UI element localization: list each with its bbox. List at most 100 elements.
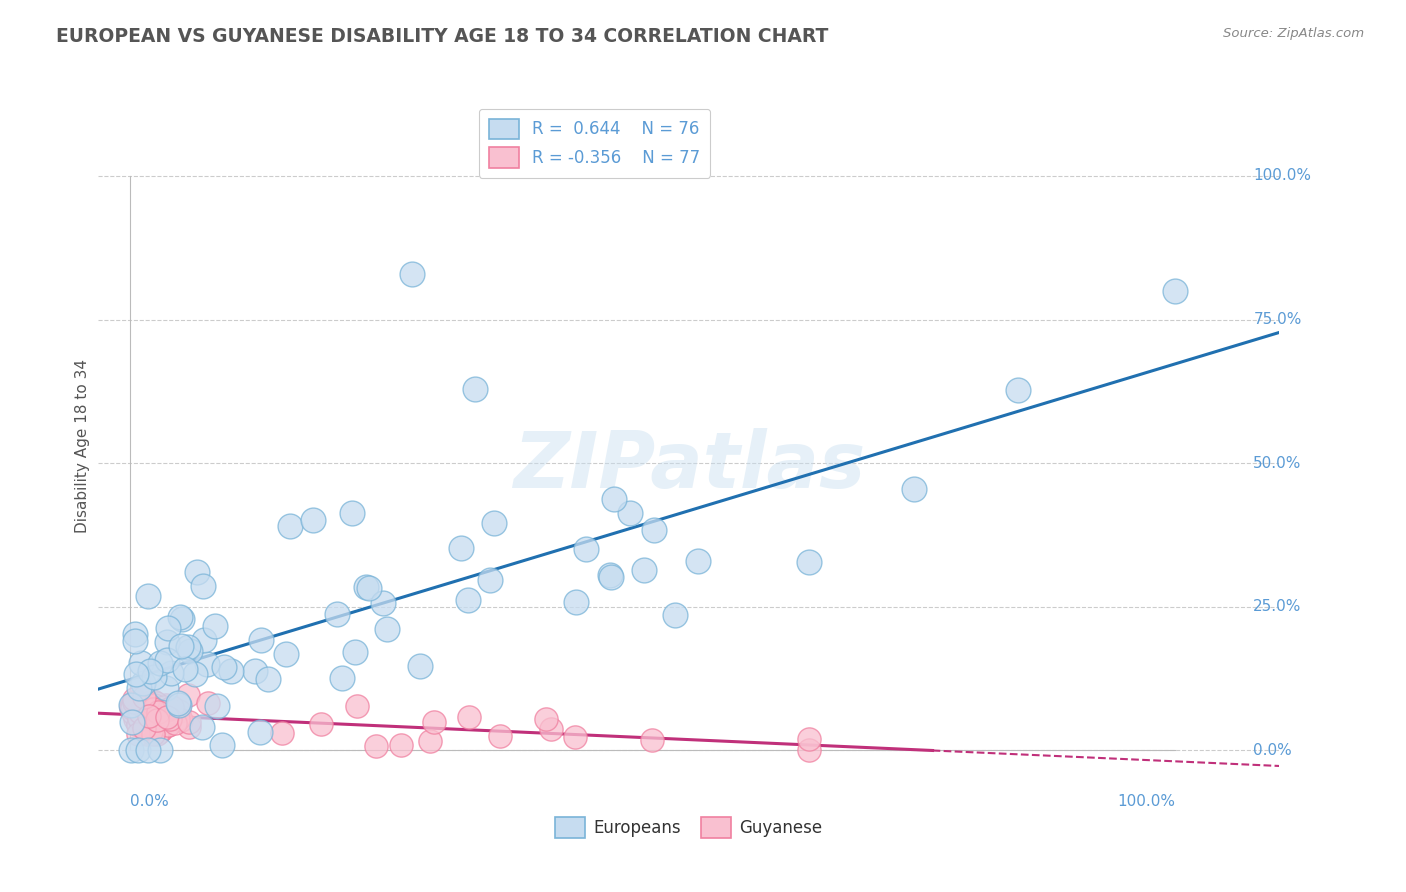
Point: [146, 713, 169, 727]
Point: [142, 702, 165, 716]
Point: [122, 706, 145, 720]
Point: [540, 722, 562, 736]
Point: [146, 716, 169, 731]
Text: Source: ZipAtlas.com: Source: ZipAtlas.com: [1223, 27, 1364, 40]
Point: [375, 622, 398, 636]
Point: [124, 627, 146, 641]
Point: [138, 709, 160, 723]
Point: [136, 722, 159, 736]
Point: [177, 715, 200, 730]
Point: [146, 726, 169, 740]
Point: [534, 712, 557, 726]
Point: [643, 523, 665, 537]
Text: 75.0%: 75.0%: [1253, 312, 1302, 327]
Point: [129, 712, 152, 726]
Point: [121, 700, 143, 714]
Point: [120, 742, 142, 756]
Text: 0.0%: 0.0%: [1253, 743, 1292, 758]
Point: [191, 579, 214, 593]
Point: [243, 664, 266, 678]
Point: [138, 709, 160, 723]
Point: [121, 715, 143, 730]
Point: [371, 596, 394, 610]
Point: [450, 541, 472, 556]
Point: [343, 645, 366, 659]
Text: 100.0%: 100.0%: [1253, 169, 1312, 184]
Point: [153, 700, 176, 714]
Point: [274, 647, 297, 661]
Point: [457, 593, 479, 607]
Point: [565, 595, 588, 609]
Point: [156, 653, 179, 667]
Point: [249, 725, 271, 739]
Point: [139, 665, 162, 679]
Point: [600, 570, 623, 584]
Point: [132, 675, 155, 690]
Legend: Europeans, Guyanese: Europeans, Guyanese: [548, 811, 830, 845]
Point: [124, 695, 146, 709]
Point: [311, 717, 333, 731]
Y-axis label: Disability Age 18 to 34: Disability Age 18 to 34: [75, 359, 90, 533]
Point: [148, 705, 170, 719]
Point: [364, 739, 387, 753]
Point: [169, 698, 191, 712]
Point: [142, 698, 165, 712]
Point: [401, 267, 423, 281]
Point: [797, 555, 820, 569]
Point: [389, 738, 412, 752]
Point: [641, 733, 664, 747]
Point: [177, 688, 200, 702]
Point: [177, 640, 200, 655]
Point: [145, 697, 167, 711]
Point: [191, 720, 214, 734]
Point: [152, 713, 174, 727]
Point: [125, 705, 148, 719]
Point: [142, 727, 165, 741]
Point: [664, 607, 686, 622]
Point: [163, 705, 186, 719]
Point: [156, 709, 179, 723]
Point: [166, 696, 188, 710]
Point: [128, 705, 150, 719]
Point: [633, 563, 655, 577]
Point: [250, 633, 273, 648]
Point: [156, 635, 179, 649]
Point: [148, 743, 170, 757]
Point: [193, 633, 215, 648]
Point: [207, 699, 229, 714]
Text: 100.0%: 100.0%: [1116, 794, 1175, 808]
Point: [122, 691, 145, 706]
Point: [155, 681, 177, 695]
Point: [131, 706, 153, 720]
Point: [128, 681, 150, 695]
Point: [179, 643, 201, 657]
Point: [219, 664, 242, 678]
Text: ZIPatlas: ZIPatlas: [513, 428, 865, 504]
Point: [186, 565, 208, 579]
Point: [330, 671, 353, 685]
Point: [143, 669, 166, 683]
Point: [124, 695, 146, 709]
Point: [120, 701, 142, 715]
Point: [169, 705, 191, 719]
Point: [159, 711, 181, 725]
Point: [423, 715, 446, 730]
Point: [134, 690, 156, 705]
Point: [128, 711, 150, 725]
Point: [302, 513, 325, 527]
Point: [464, 382, 486, 396]
Point: [139, 723, 162, 738]
Point: [155, 698, 177, 712]
Point: [603, 492, 626, 507]
Point: [157, 622, 180, 636]
Point: [346, 698, 368, 713]
Point: [148, 724, 170, 739]
Point: [688, 554, 710, 568]
Point: [409, 659, 432, 673]
Point: [132, 721, 155, 735]
Point: [575, 541, 598, 556]
Point: [166, 713, 188, 727]
Point: [149, 723, 172, 738]
Point: [124, 712, 146, 726]
Point: [127, 743, 149, 757]
